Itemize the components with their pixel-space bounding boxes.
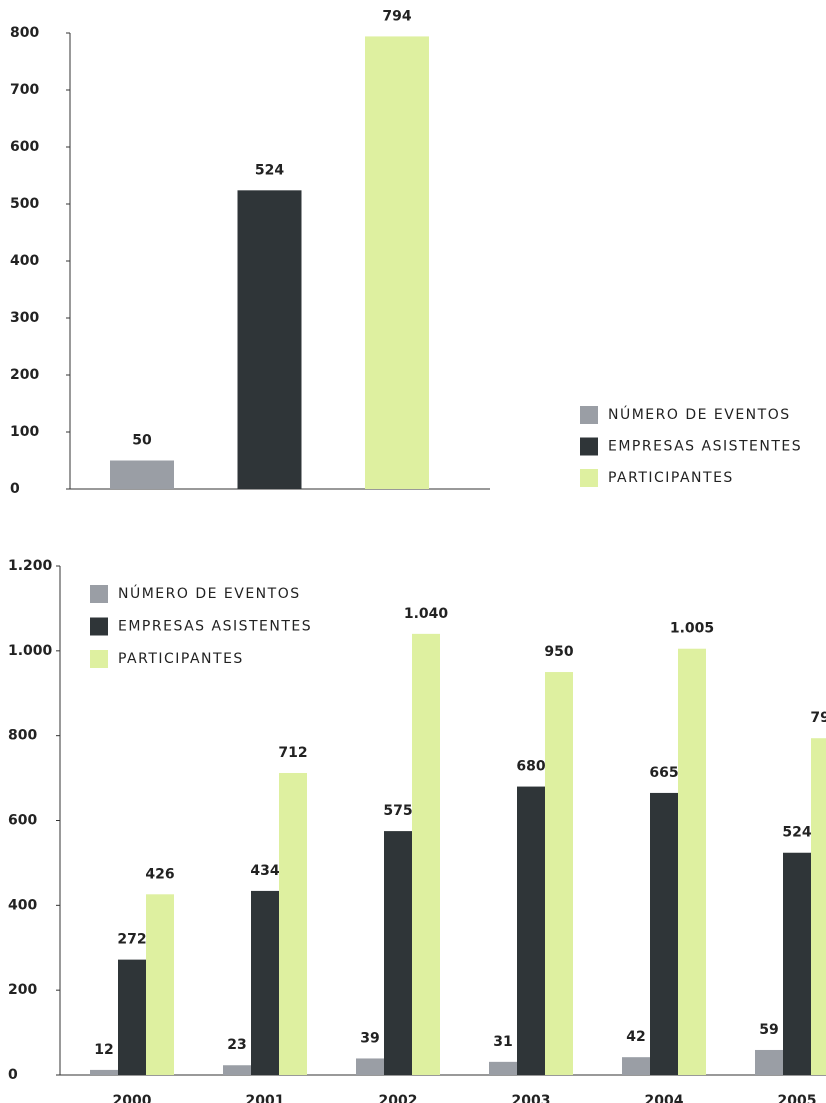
bar — [622, 1057, 650, 1075]
bar — [650, 792, 678, 1075]
bar — [412, 633, 440, 1075]
bar — [110, 460, 174, 489]
data-label: 950 — [544, 644, 573, 660]
y-tick-label: 400 — [8, 897, 37, 913]
bar — [146, 894, 174, 1075]
y-tick-label: 100 — [10, 424, 39, 440]
legend-label: EMPRESAS ASISTENTES — [118, 619, 312, 635]
bar — [489, 1061, 517, 1075]
x-tick-label: 2004 — [645, 1093, 684, 1103]
y-tick-label: 500 — [10, 196, 39, 212]
bar — [384, 831, 412, 1075]
legend-swatch — [580, 437, 598, 456]
data-label: 1.040 — [404, 606, 449, 622]
bar — [279, 772, 307, 1075]
y-tick-label: 1.200 — [8, 558, 53, 574]
legend-label: NÚMERO DE EVENTOS — [118, 584, 301, 602]
y-tick-label: 800 — [10, 25, 39, 41]
data-label: 12 — [94, 1042, 113, 1058]
data-label: 712 — [278, 745, 307, 761]
x-tick-label: 2000 — [113, 1093, 152, 1103]
legend-swatch — [90, 650, 108, 668]
legend-label: NÚMERO DE EVENTOS — [608, 405, 791, 423]
bar — [90, 1069, 118, 1075]
bar — [783, 852, 811, 1075]
bar — [251, 890, 279, 1075]
y-tick-label: 0 — [10, 481, 20, 497]
data-label: 665 — [649, 765, 678, 781]
bar — [118, 959, 146, 1075]
bar — [811, 738, 826, 1075]
bar — [365, 36, 429, 490]
legend-swatch — [90, 585, 108, 603]
data-label: 1.005 — [670, 621, 714, 637]
y-tick-label: 1.000 — [8, 643, 53, 659]
bar — [223, 1065, 251, 1075]
legend-swatch — [580, 406, 598, 424]
legend-label: EMPRESAS ASISTENTES — [608, 439, 802, 455]
bar — [356, 1058, 384, 1075]
data-label: 42 — [626, 1029, 645, 1045]
x-tick-label: 2005 — [778, 1093, 817, 1103]
legend-swatch — [90, 617, 108, 636]
data-label: 434 — [250, 863, 279, 879]
x-tick-label: 2003 — [512, 1093, 551, 1103]
data-label: 680 — [516, 759, 545, 775]
y-tick-label: 400 — [10, 253, 39, 269]
legend-label: PARTICIPANTES — [608, 470, 734, 486]
bar — [545, 672, 573, 1075]
data-label: 794 — [382, 8, 411, 24]
x-tick-label: 2001 — [246, 1093, 285, 1103]
legend-label: PARTICIPANTES — [118, 651, 244, 667]
bar — [517, 786, 545, 1075]
bar — [678, 648, 706, 1075]
y-tick-label: 600 — [8, 813, 37, 829]
data-label: 50 — [132, 433, 152, 449]
data-label: 575 — [383, 803, 412, 819]
y-tick-label: 800 — [8, 728, 37, 744]
data-label: 524 — [782, 825, 811, 841]
bar — [237, 190, 302, 489]
data-label: 31 — [493, 1034, 512, 1050]
y-tick-label: 600 — [10, 139, 39, 155]
y-tick-label: 300 — [10, 310, 39, 326]
data-label: 794 — [810, 710, 826, 726]
data-label: 59 — [759, 1022, 778, 1038]
bar — [755, 1049, 783, 1075]
data-label: 426 — [145, 866, 174, 882]
x-tick-label: 2002 — [379, 1093, 418, 1103]
data-label: 272 — [117, 932, 146, 948]
y-tick-label: 0 — [8, 1067, 18, 1083]
legend-swatch — [580, 469, 598, 487]
data-label: 23 — [227, 1037, 246, 1053]
data-label: 524 — [255, 162, 284, 178]
data-label: 39 — [360, 1030, 379, 1046]
y-tick-label: 200 — [8, 982, 37, 998]
y-tick-label: 200 — [10, 367, 39, 383]
y-tick-label: 700 — [10, 82, 39, 98]
